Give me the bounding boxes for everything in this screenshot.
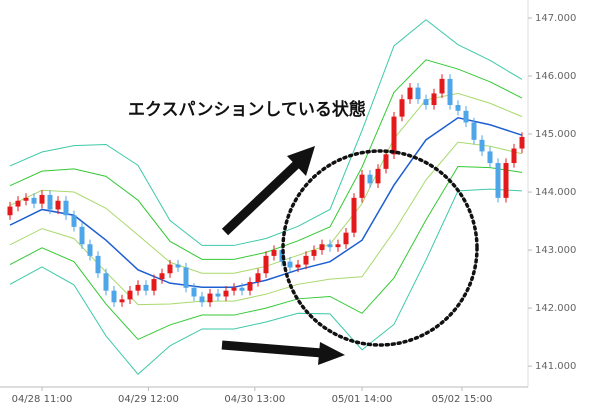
candle-body <box>431 93 437 106</box>
annotation: エクスパンションしている状態 <box>128 99 366 120</box>
x-tick-label: 04/28 11:00 <box>12 394 73 405</box>
y-tick-label: 143.000 <box>535 245 576 256</box>
candle-body <box>295 264 301 268</box>
candle-body <box>271 250 277 256</box>
candle-body <box>311 250 317 256</box>
candle-body <box>375 168 381 184</box>
candle-body <box>327 244 333 248</box>
candles <box>7 74 525 307</box>
x-tick-label: 05/01 14:00 <box>332 394 393 405</box>
band-line <box>9 166 523 341</box>
candle-body <box>407 87 413 100</box>
y-tick-label: 147.000 <box>535 13 576 24</box>
candle-body <box>359 174 365 198</box>
candle-body <box>159 273 165 280</box>
candle-body <box>15 200 21 207</box>
candle-body <box>343 232 349 245</box>
y-tick-label: 141.000 <box>535 361 576 372</box>
x-tick-label: 05/02 15:00 <box>432 394 493 405</box>
arrow-right <box>221 340 323 358</box>
candle-body <box>215 293 221 297</box>
candle-body <box>111 290 117 303</box>
candle-body <box>191 287 197 297</box>
candle-body <box>415 87 421 100</box>
candle-body <box>423 99 429 106</box>
candle-body <box>471 122 477 140</box>
candle-body <box>383 154 389 169</box>
candle-body <box>207 293 213 303</box>
candle-body <box>503 163 509 198</box>
candle-body <box>87 244 93 256</box>
candle-body <box>319 244 325 251</box>
band-line <box>9 19 523 246</box>
highlight-circle <box>281 149 479 347</box>
candle-body <box>103 273 109 291</box>
candle-body <box>95 255 101 274</box>
y-tick-label: 144.000 <box>535 187 576 198</box>
arrow-up-head <box>287 146 315 176</box>
candle-body <box>223 290 229 297</box>
band-line <box>9 116 523 288</box>
candle-body <box>391 116 397 155</box>
candle-body <box>455 105 461 111</box>
candle-body <box>239 287 245 291</box>
y-tick-label: 145.000 <box>535 129 576 140</box>
candle-body <box>175 264 181 268</box>
candle-body <box>199 296 205 303</box>
candle-body <box>55 200 61 210</box>
candle-body <box>447 78 453 106</box>
bands <box>9 19 523 375</box>
candle-body <box>143 284 149 291</box>
candle-body <box>351 197 357 233</box>
candle-body <box>167 264 173 274</box>
candle-body <box>183 267 189 288</box>
band-line <box>9 92 523 274</box>
arrow-up <box>221 159 302 236</box>
candle-body <box>303 255 309 265</box>
candle-body <box>519 136 525 149</box>
candle-body <box>127 290 133 300</box>
candle-body <box>399 99 405 117</box>
candle-body <box>439 78 445 94</box>
candle-body <box>247 281 253 291</box>
arrow-right-head <box>318 342 345 365</box>
candle-body <box>367 174 373 184</box>
x-tick-label: 04/29 12:00 <box>118 394 179 405</box>
candle-body <box>79 226 85 245</box>
y-tick-label: 142.000 <box>535 303 576 314</box>
candle-body <box>71 215 77 227</box>
candle-body <box>463 110 469 123</box>
candle-body <box>63 200 69 216</box>
candle-body <box>479 139 485 152</box>
candle-body <box>511 148 517 164</box>
band-line <box>9 59 523 260</box>
candle-body <box>151 279 157 291</box>
ticks: 141.000 142.000 143.000 144.000 145.000 146.0… <box>12 13 577 405</box>
candle-body <box>23 197 29 201</box>
candle-body <box>7 206 13 216</box>
candle-body <box>231 287 237 291</box>
candle-body <box>31 197 37 204</box>
candle-body <box>287 261 293 268</box>
y-tick-label: 146.000 <box>535 71 576 82</box>
x-tick-label: 04/30 13:00 <box>224 394 285 405</box>
candle-body <box>39 194 45 204</box>
candle-body <box>487 151 493 164</box>
candle-body <box>263 255 269 274</box>
candle-body <box>335 244 341 248</box>
candle-body <box>47 194 53 210</box>
candle-body <box>135 284 141 291</box>
band-line <box>9 188 523 375</box>
candle-body <box>119 299 125 303</box>
candle-body <box>255 273 261 282</box>
candle-body <box>495 163 501 198</box>
